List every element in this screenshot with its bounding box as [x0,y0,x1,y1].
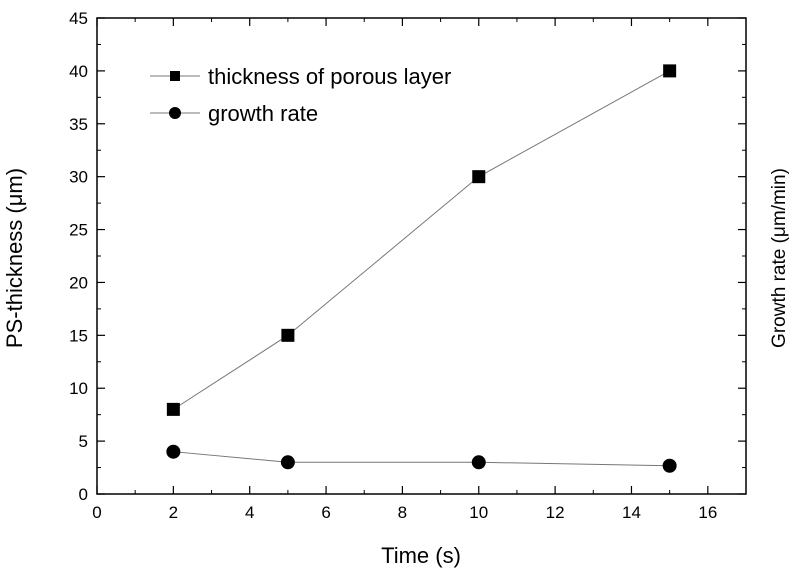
y-tick-label: 0 [79,485,88,504]
thickness-point [663,64,676,77]
series-lines [173,71,669,466]
x-tick-label: 14 [622,503,641,522]
x-tick-label: 4 [245,503,254,522]
x-axis-title: Time (s) [381,543,461,568]
x-tick-label: 16 [698,503,717,522]
y-axis-title: PS-thickness (μm) [2,168,27,348]
y-tick-label: 30 [69,168,88,187]
plot-border [97,18,746,494]
x-tick-label: 12 [546,503,565,522]
growth-rate-point [166,445,180,459]
y-tick-label: 20 [69,273,88,292]
thickness-point [472,170,485,183]
y-tick-label: 25 [69,221,88,240]
thickness-point [167,403,180,416]
x-tick-label: 0 [92,503,101,522]
x-tick-label: 10 [469,503,488,522]
legend-square-marker [170,71,180,81]
y-tick-label: 15 [69,326,88,345]
series-line-2 [173,452,669,466]
axis-ticks [97,18,746,494]
growth-rate-point [281,455,295,469]
x-tick-label: 6 [321,503,330,522]
y-tick-label: 10 [69,379,88,398]
y-tick-label: 35 [69,115,88,134]
y-tick-label: 40 [69,62,88,81]
growth-rate-point [472,455,486,469]
legend-label: thickness of porous layer [208,64,451,89]
thickness-point [281,329,294,342]
legend-label: growth rate [208,101,318,126]
right-y-axis-title: Growth rate (μm/min) [769,168,790,348]
plot-frame [97,18,746,494]
legend-circle-marker [169,107,181,119]
x-tick-label: 8 [398,503,407,522]
x-tick-label: 2 [169,503,178,522]
growth-rate-point [663,459,677,473]
legend: thickness of porous layer growth rate [150,64,451,126]
y-tick-label: 5 [79,432,88,451]
y-tick-label: 45 [69,9,88,28]
